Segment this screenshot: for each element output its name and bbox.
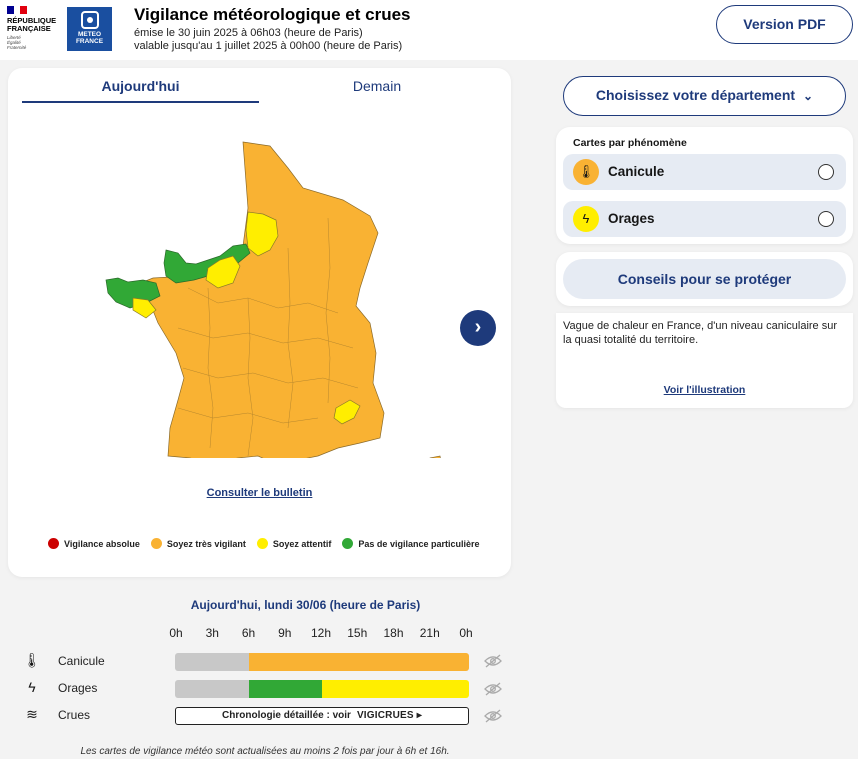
zone-yellow-normandy: [205, 255, 241, 289]
phenomenon-canicule[interactable]: 🌡 Canicule: [563, 154, 846, 190]
vigilance-description: Vague de chaleur en France, d'un niveau …: [563, 320, 838, 346]
hour-label: 18h: [383, 626, 404, 640]
green-dot-icon: [342, 538, 354, 549]
phenomena-title: Cartes par phénomène: [573, 137, 687, 149]
zone-yellow-alps: [333, 399, 361, 425]
hour-label: 9h: [278, 626, 292, 640]
hidden-eye-icon[interactable]: [484, 654, 502, 668]
thermometer-icon: 🌡: [23, 652, 41, 668]
footnote: Les cartes de vigilance météo sont actua…: [80, 746, 450, 757]
legend-item: Soyez très vigilant: [150, 538, 246, 549]
hour-label: 3h: [205, 626, 219, 640]
hidden-eye-icon[interactable]: [484, 682, 502, 696]
legend-item: Pas de vigilance particulière: [342, 538, 479, 549]
legend-item: Vigilance absolue: [48, 538, 140, 549]
department-borders: [177, 217, 359, 457]
advice-card: Conseils pour se protéger: [556, 252, 853, 306]
rf-motto: Liberté Égalité Fraternité: [7, 35, 27, 50]
zone-yellow-north: [245, 211, 279, 257]
illustration-link[interactable]: Voir l'illustration: [663, 384, 746, 396]
phenomenon-label: Orages: [608, 211, 655, 226]
zone-yellow-brittany: [132, 297, 157, 319]
rf-line1: RÉPUBLIQUE: [7, 16, 57, 25]
lightning-icon: ϟ: [573, 206, 599, 232]
hour-label: 21h: [419, 626, 440, 640]
timeline-segment: [248, 680, 322, 698]
timeline-segment: [175, 680, 249, 698]
timeline-segment: [248, 653, 469, 671]
phenomena-card: Cartes par phénomène 🌡 Canicule ϟ Orages: [556, 127, 853, 244]
hidden-eye-icon[interactable]: [484, 709, 502, 723]
advice-button[interactable]: Conseils pour se protéger: [563, 259, 846, 299]
orages-radio[interactable]: [818, 211, 834, 227]
rf-line2: FRANÇAISE: [7, 24, 51, 33]
legend-item: Soyez attentif: [256, 538, 331, 549]
hour-label: 15h: [347, 626, 368, 640]
chevron-right-icon: ›: [474, 316, 482, 338]
mf-line1: METEO: [77, 31, 102, 38]
row-label-crues: Crues: [58, 708, 91, 722]
next-map-button[interactable]: ›: [460, 310, 496, 346]
department-select-button[interactable]: Choisissez votre département ⌄: [563, 76, 846, 116]
description-card: Vague de chaleur en France, d'un niveau …: [556, 313, 853, 408]
row-label-canicule: Canicule: [58, 654, 105, 668]
republique-francaise-logo: RÉPUBLIQUE FRANÇAISE Liberté Égalité Frate…: [7, 6, 61, 52]
mf-line2: FRANCE: [75, 38, 104, 45]
vigicrues-link[interactable]: Chronologie détaillée : voir VIGICRUES ▸: [175, 707, 469, 725]
france-vigilance-map[interactable]: [98, 138, 458, 458]
legend: Vigilance absolue Soyez très vigilant So…: [48, 538, 490, 549]
page-title: Vigilance météorologique et crues: [134, 5, 411, 24]
phenomenon-orages[interactable]: ϟ Orages: [563, 201, 846, 237]
timeline-segment: [175, 653, 249, 671]
header: RÉPUBLIQUE FRANÇAISE Liberté Égalité Frate…: [0, 0, 858, 60]
hour-label: 0h: [169, 626, 183, 640]
corsica: [429, 455, 441, 458]
hour-label: 0h: [459, 626, 473, 640]
yellow-dot-icon: [256, 538, 268, 549]
tab-tomorrow[interactable]: Demain: [352, 78, 402, 94]
zone-green-normandy: [163, 243, 251, 284]
meteo-france-logo[interactable]: METEO FRANCE: [67, 7, 112, 51]
lightning-icon: ϟ: [28, 679, 36, 695]
issued-date: émise le 30 juin 2025 à 06h03 (heure de …: [134, 27, 363, 39]
red-dot-icon: [48, 538, 59, 549]
row-label-orages: Orages: [58, 681, 98, 695]
pdf-version-button[interactable]: Version PDF: [716, 5, 853, 44]
waves-icon: ≋: [26, 706, 38, 722]
bulletin-link[interactable]: Consulter le bulletin: [206, 487, 313, 499]
meteo-france-icon: [80, 11, 99, 29]
chronology-title: Aujourd'hui, lundi 30/06 (heure de Paris…: [190, 598, 421, 612]
canicule-radio[interactable]: [818, 164, 834, 180]
chevron-down-icon: ⌄: [803, 89, 814, 103]
phenomenon-label: Canicule: [608, 164, 665, 179]
tab-today[interactable]: Aujourd'hui: [22, 78, 259, 103]
french-flag-icon: [7, 6, 28, 14]
thermometer-icon: 🌡: [573, 159, 599, 185]
hour-label: 6h: [241, 626, 256, 640]
hour-label: 12h: [310, 626, 332, 640]
timeline-segment: [322, 680, 469, 698]
orange-dot-icon: [150, 538, 162, 549]
map-card: Aujourd'hui Demain › Consulter le bullet…: [8, 68, 511, 577]
valid-until: valable jusqu'au 1 juillet 2025 à 00h00 …: [134, 40, 403, 52]
